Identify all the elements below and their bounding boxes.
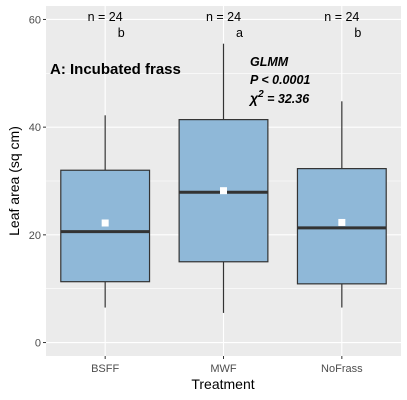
sample-size-label: n = 24 — [324, 10, 359, 24]
box-group-bsff: n = 24 b — [60, 10, 151, 308]
group-letter: a — [236, 26, 243, 40]
x-axis-title: Treatment — [191, 376, 254, 392]
mean-marker — [338, 218, 346, 226]
stat-chi-square: χ2 = 32.36 — [248, 89, 310, 106]
boxes: n = 24 b n = 24 a n = 24 b — [60, 10, 387, 313]
x-axis-ticks: BSFF MWF NoFrass — [91, 356, 363, 375]
box-group-nofrass: n = 24 b — [296, 10, 387, 308]
stat-chi-symbol: χ — [248, 90, 259, 106]
mean-marker — [220, 187, 227, 195]
x-tick-label: BSFF — [91, 363, 119, 375]
stat-p-value: P < 0.0001 — [250, 73, 310, 87]
stat-chi-value: = 32.36 — [264, 92, 311, 106]
sample-size-label: n = 24 — [206, 10, 241, 24]
y-tick-label: 20 — [29, 230, 41, 242]
y-tick-label: 0 — [35, 338, 41, 350]
panel-label: A: Incubated frass — [50, 61, 181, 78]
stat-test-name: GLMM — [250, 55, 289, 69]
y-axis-ticks: 0 20 40 60 — [29, 14, 46, 350]
box-iqr — [296, 168, 387, 285]
group-letter: b — [118, 26, 125, 40]
mean-marker — [101, 219, 109, 227]
x-tick-label: MWF — [210, 363, 237, 375]
y-tick-label: 60 — [29, 14, 41, 26]
group-letter: b — [354, 26, 361, 40]
sample-size-label: n = 24 — [88, 10, 123, 24]
box-group-mwf: n = 24 a — [178, 10, 269, 313]
y-tick-label: 40 — [29, 122, 41, 134]
y-axis-title: Leaf area (sq cm) — [6, 126, 22, 236]
stat-chi-superscript: 2 — [257, 89, 264, 100]
x-tick-label: NoFrass — [321, 363, 363, 375]
